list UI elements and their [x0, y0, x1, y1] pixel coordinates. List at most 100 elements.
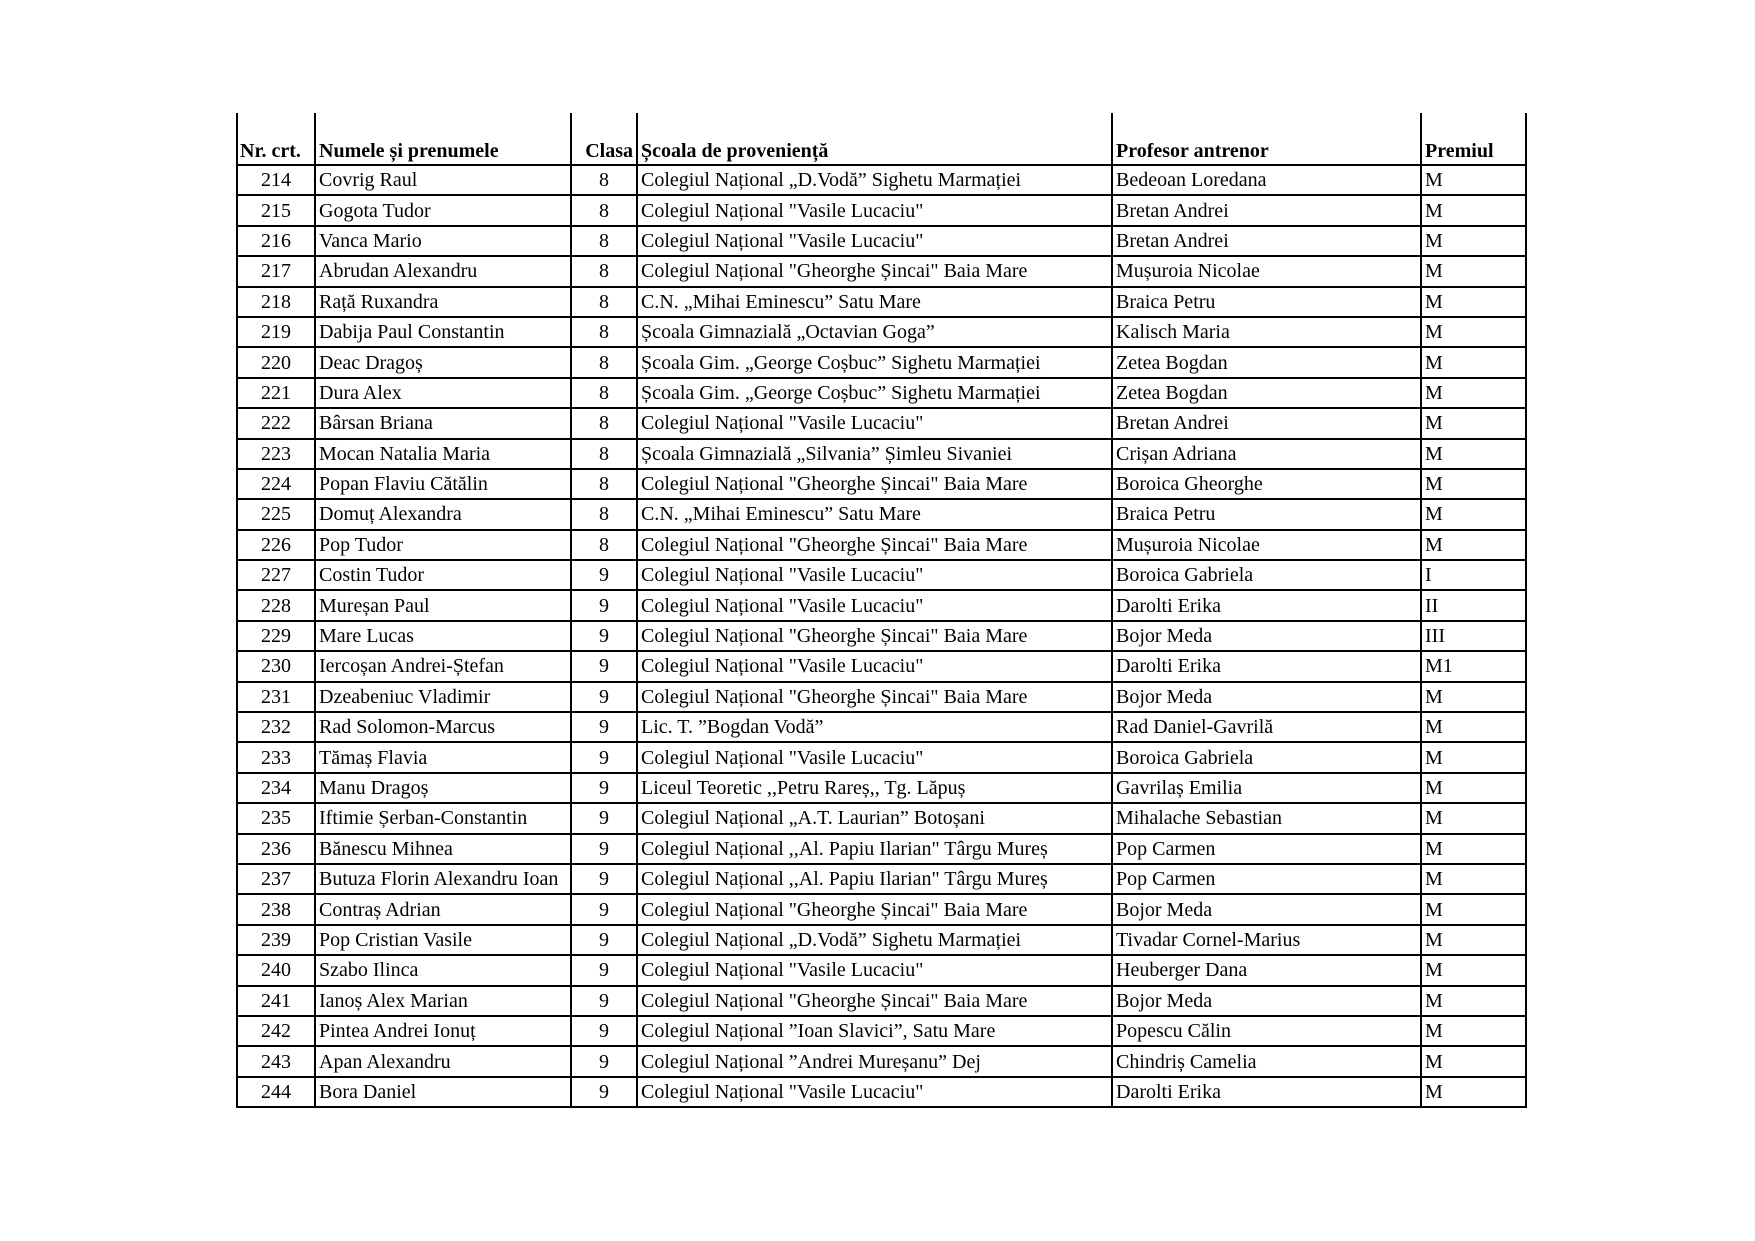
cell-name: Vanca Mario [314, 225, 572, 258]
cell-teacher: Bretan Andrei [1111, 195, 1422, 227]
cell-prize: M [1420, 468, 1527, 501]
cell-name: Covrig Raul [314, 165, 572, 197]
table-row: 221 Dura Alex 8 Școala Gim. „George Coșbuc”… [236, 377, 1527, 410]
cell-prize: III [1420, 620, 1527, 653]
cell-prize: M [1420, 316, 1527, 349]
cell-prize: M [1420, 894, 1527, 926]
cell-class: 8 [570, 377, 638, 410]
cell-nr: 215 [236, 195, 316, 227]
cell-teacher: Bojor Meda [1111, 620, 1422, 653]
cell-prize: M [1420, 1046, 1527, 1078]
cell-name: Manu Dragoș [314, 772, 572, 805]
header-nr: Nr. crt. [236, 113, 316, 166]
cell-teacher: Mușuroia Nicolae [1111, 256, 1422, 288]
cell-school: C.N. „Mihai Eminescu” Satu Mare [636, 499, 1113, 531]
cell-nr: 232 [236, 712, 316, 744]
cell-name: Mocan Natalia Maria [314, 438, 572, 470]
cell-school: C.N. „Mihai Eminescu” Satu Mare [636, 286, 1113, 318]
table-row: 216 Vanca Mario 8 Colegiul Național "Vasile… [236, 225, 1527, 258]
cell-name: Popan Flaviu Cătălin [314, 468, 572, 501]
cell-school: Colegiul Național "Vasile Lucaciu" [636, 651, 1113, 683]
cell-school: Colegiul Național „D.Vodă” Sighetu Marma… [636, 165, 1113, 197]
cell-school: Colegiul Național "Vasile Lucaciu" [636, 408, 1113, 440]
cell-class: 8 [570, 499, 638, 531]
cell-class: 9 [570, 1015, 638, 1048]
cell-prize: M [1420, 377, 1527, 410]
table-row: 218 Rață Ruxandra 8 C.N. „Mihai Eminescu” S… [236, 286, 1527, 318]
table-row: 225 Domuț Alexandra 8 C.N. „Mihai Eminescu”… [236, 499, 1527, 531]
cell-school: Colegiul Național "Gheorghe Șincai" Baia… [636, 256, 1113, 288]
cell-name: Pintea Andrei Ionuț [314, 1015, 572, 1048]
cell-nr: 236 [236, 833, 316, 865]
cell-teacher: Darolti Erika [1111, 1076, 1422, 1109]
cell-school: Școala Gimnazială „Octavian Goga” [636, 316, 1113, 349]
cell-school: Lic. T. ”Bogdan Vodă” [636, 712, 1113, 744]
table-row: 238 Contraș Adrian 9 Colegiul Național "Ghe… [236, 894, 1527, 926]
cell-prize: M [1420, 225, 1527, 258]
table-row: 243 Apan Alexandru 9 Colegiul Național ”And… [236, 1046, 1527, 1078]
cell-school: Liceul Teoretic ,,Petru Rareș,, Tg. Lăpu… [636, 772, 1113, 805]
cell-nr: 219 [236, 316, 316, 349]
cell-name: Costin Tudor [314, 560, 572, 592]
cell-teacher: Mușuroia Nicolae [1111, 529, 1422, 562]
cell-school: Colegiul Național ”Ioan Slavici”, Satu M… [636, 1015, 1113, 1048]
cell-prize: M [1420, 347, 1527, 379]
cell-name: Dura Alex [314, 377, 572, 410]
cell-nr: 233 [236, 742, 316, 774]
cell-prize: M [1420, 985, 1527, 1017]
cell-nr: 244 [236, 1076, 316, 1109]
cell-prize: M [1420, 681, 1527, 714]
cell-class: 9 [570, 924, 638, 957]
cell-prize: M [1420, 438, 1527, 470]
cell-class: 8 [570, 225, 638, 258]
cell-nr: 222 [236, 408, 316, 440]
cell-prize: M [1420, 499, 1527, 531]
cell-class: 9 [570, 772, 638, 805]
cell-prize: M [1420, 286, 1527, 318]
cell-class: 8 [570, 468, 638, 501]
table-row: 230 Iercoșan Andrei-Ștefan 9 Colegiul Națio… [236, 651, 1527, 683]
table-row: 242 Pintea Andrei Ionuț 9 Colegiul Național… [236, 1015, 1527, 1048]
cell-nr: 231 [236, 681, 316, 714]
cell-teacher: Boroica Gabriela [1111, 742, 1422, 774]
cell-name: Dabija Paul Constantin [314, 316, 572, 349]
cell-name: Mureșan Paul [314, 590, 572, 622]
cell-teacher: Crișan Adriana [1111, 438, 1422, 470]
cell-name: Deac Dragoș [314, 347, 572, 379]
cell-class: 9 [570, 620, 638, 653]
cell-class: 9 [570, 833, 638, 865]
cell-class: 8 [570, 286, 638, 318]
cell-teacher: Bedeoan Loredana [1111, 165, 1422, 197]
cell-class: 8 [570, 316, 638, 349]
cell-name: Bora Daniel [314, 1076, 572, 1109]
cell-teacher: Rad Daniel-Gavrilă [1111, 712, 1422, 744]
cell-nr: 229 [236, 620, 316, 653]
cell-teacher: Zetea Bogdan [1111, 347, 1422, 379]
cell-prize: M [1420, 803, 1527, 835]
cell-prize: M1 [1420, 651, 1527, 683]
cell-school: Colegiul Național "Gheorghe Șincai" Baia… [636, 681, 1113, 714]
cell-class: 9 [570, 803, 638, 835]
cell-teacher: Boroica Gheorghe [1111, 468, 1422, 501]
cell-nr: 234 [236, 772, 316, 805]
table-row: 220 Deac Dragoș 8 Școala Gim. „George Coșbu… [236, 347, 1527, 379]
cell-teacher: Heuberger Dana [1111, 955, 1422, 987]
table-row: 222 Bârsan Briana 8 Colegiul Național "Vasi… [236, 408, 1527, 440]
cell-nr: 242 [236, 1015, 316, 1048]
cell-name: Contraș Adrian [314, 894, 572, 926]
cell-nr: 218 [236, 286, 316, 318]
cell-school: Școala Gim. „George Coșbuc” Sighetu Marm… [636, 347, 1113, 379]
cell-teacher: Tivadar Cornel-Marius [1111, 924, 1422, 957]
cell-teacher: Pop Carmen [1111, 833, 1422, 865]
cell-prize: I [1420, 560, 1527, 592]
cell-teacher: Popescu Călin [1111, 1015, 1422, 1048]
cell-teacher: Bojor Meda [1111, 985, 1422, 1017]
cell-nr: 228 [236, 590, 316, 622]
results-table: Nr. crt. Numele și prenumele Clasa Școal… [236, 113, 1527, 1109]
cell-prize: M [1420, 195, 1527, 227]
table-row: 228 Mureșan Paul 9 Colegiul Național "Vasil… [236, 590, 1527, 622]
cell-class: 9 [570, 955, 638, 987]
table-row: 241 Ianoș Alex Marian 9 Colegiul Național "… [236, 985, 1527, 1017]
cell-school: Colegiul Național "Vasile Lucaciu" [636, 955, 1113, 987]
table-row: 219 Dabija Paul Constantin 8 Școala Gimnazi… [236, 316, 1527, 349]
